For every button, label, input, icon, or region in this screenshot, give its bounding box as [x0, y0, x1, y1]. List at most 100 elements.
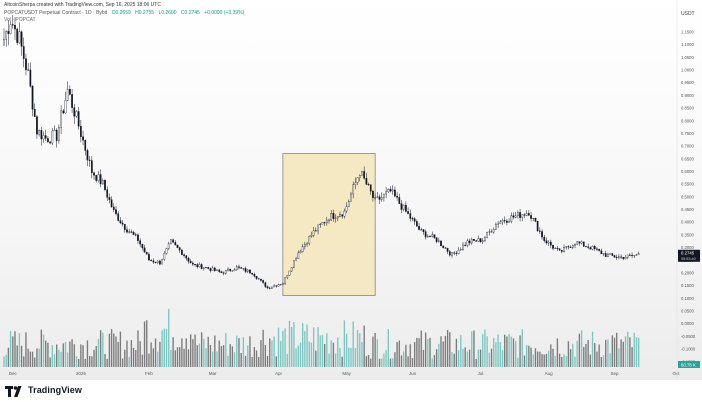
candle-body — [141, 243, 144, 249]
candle — [55, 128, 58, 148]
candle — [569, 245, 572, 248]
volume-bar — [490, 348, 493, 367]
candle-body — [268, 287, 271, 289]
candle — [378, 194, 381, 204]
candle — [84, 139, 87, 156]
candle — [18, 22, 21, 45]
candle — [552, 244, 554, 251]
candle — [167, 241, 170, 251]
price-chart[interactable]: 1.1500 1.0500 0.9500 0.8500 0.7500 0.6500 0.55… — [0, 0, 702, 380]
candle — [137, 233, 139, 244]
candle — [365, 172, 368, 186]
candle-body — [624, 257, 627, 260]
candle — [455, 251, 458, 256]
price-axis-tick-label: 0.5500 — [681, 182, 694, 187]
volume-bar — [495, 342, 497, 367]
candle — [49, 141, 51, 145]
candle-body — [492, 229, 495, 233]
candle-body — [22, 46, 25, 59]
candle-body — [123, 224, 126, 230]
candle — [251, 272, 254, 276]
volume-bar — [396, 342, 398, 367]
volume-bar — [148, 353, 150, 367]
candle — [587, 243, 590, 250]
volume-bar — [16, 345, 18, 367]
volume-bar — [488, 352, 491, 367]
volume-bar — [383, 353, 385, 367]
candle-body — [277, 284, 280, 287]
candle-body — [383, 193, 385, 198]
volume-bar — [411, 358, 414, 367]
candle-body — [3, 39, 5, 46]
candle — [488, 228, 491, 236]
volume-bar — [328, 353, 330, 367]
candle-body — [317, 224, 319, 232]
candle-body — [618, 256, 620, 258]
candle-body — [5, 31, 8, 40]
tradingview-logo[interactable]: TradingView — [5, 384, 82, 397]
candle — [361, 170, 363, 176]
candle — [3, 28, 5, 46]
candle — [413, 217, 416, 225]
volume-bar — [113, 333, 115, 367]
candle-body — [420, 229, 423, 231]
volume-bar — [637, 337, 640, 367]
volume-bar — [435, 349, 438, 367]
candle — [156, 260, 159, 265]
volume-bar — [222, 345, 225, 367]
volume-bar — [299, 342, 302, 367]
volume-bar — [119, 331, 122, 367]
candle — [514, 211, 517, 219]
candle — [600, 248, 603, 255]
candle — [115, 206, 117, 216]
volume-bar — [284, 328, 286, 367]
volume-bar — [462, 348, 464, 367]
volume-bar — [620, 339, 622, 367]
volume-bar — [115, 336, 117, 367]
candle-body — [62, 110, 65, 114]
candle-body — [629, 254, 631, 256]
candle-body — [593, 246, 596, 250]
candle-body — [238, 266, 240, 268]
price-axis-tick-label: 1.1000 — [681, 42, 694, 47]
candle-body — [510, 215, 513, 222]
candle-body — [481, 240, 484, 243]
candle-body — [198, 264, 201, 268]
candle-body — [466, 240, 469, 246]
volume-bar — [376, 339, 379, 367]
candle — [611, 253, 614, 256]
chart-area[interactable]: 1.1500 1.0500 0.9500 0.8500 0.7500 0.6500 0.55… — [0, 0, 702, 380]
candle — [121, 220, 124, 227]
candle — [457, 247, 460, 255]
candle-body — [194, 264, 196, 266]
volume-bar — [473, 330, 475, 367]
candle-body — [170, 239, 172, 244]
volume-bar — [534, 348, 537, 367]
price-axis-tick-label: 0.4000 — [681, 220, 694, 225]
price-axis-tick-label: 1.0500 — [681, 55, 694, 60]
volume-bar — [64, 341, 67, 367]
price-axis-currency[interactable]: USDT — [681, 11, 695, 17]
volume-bar — [356, 329, 359, 367]
volume-bar — [321, 334, 324, 367]
candle — [407, 207, 409, 215]
candle-body — [396, 195, 398, 198]
candle — [416, 219, 418, 227]
candle-body — [589, 247, 592, 250]
candle — [385, 187, 387, 198]
candle — [571, 244, 574, 250]
volume-bar — [157, 351, 159, 367]
candle — [290, 267, 293, 273]
volume-bar — [618, 348, 620, 367]
candle — [75, 110, 78, 118]
volume-bar — [486, 336, 488, 367]
candle-body — [453, 252, 456, 254]
candle-body — [580, 241, 583, 244]
price-axis-tick-label: 0.2000 — [681, 270, 694, 275]
volume-bar — [596, 351, 598, 367]
volume-bar — [297, 345, 299, 367]
volume-bar — [493, 337, 495, 367]
candle-body — [560, 249, 563, 252]
candle — [33, 103, 36, 117]
volume-bar — [25, 332, 27, 367]
